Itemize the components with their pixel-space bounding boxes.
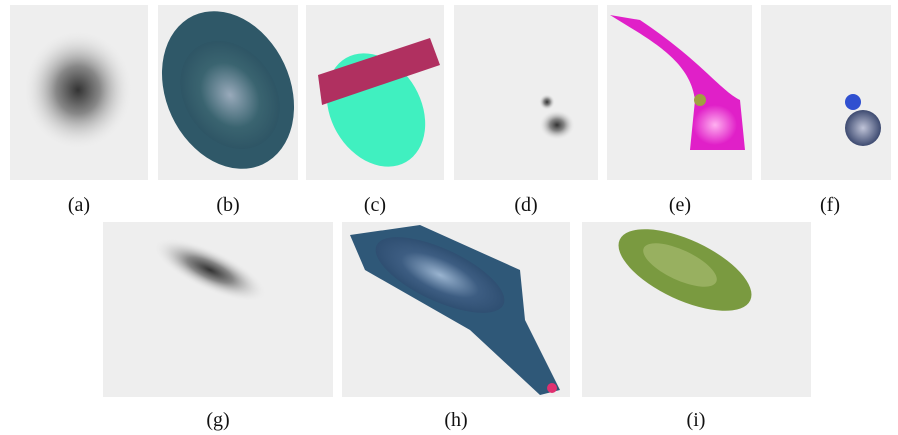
segment (845, 110, 881, 146)
caption: (h) (444, 409, 467, 431)
caption: (e) (669, 194, 691, 216)
galaxy (539, 110, 575, 140)
panels (10, 0, 891, 397)
panel-image (607, 5, 752, 180)
figure: (a) (b) (c) (d) (e) (f) (g) (h) (i) (0, 0, 898, 435)
panel-image (761, 5, 891, 180)
galaxy (23, 30, 133, 150)
caption: (g) (206, 409, 229, 431)
caption: (d) (514, 194, 537, 216)
panel-image (454, 5, 598, 180)
caption: (a) (68, 194, 90, 216)
caption: (b) (216, 194, 239, 216)
caption: (i) (687, 409, 706, 431)
caption: (c) (364, 194, 386, 216)
segment (845, 94, 861, 110)
segment (547, 383, 557, 393)
caption: (f) (820, 194, 840, 216)
segment (693, 105, 737, 145)
panel-image (103, 222, 333, 397)
segment (694, 94, 706, 106)
galaxy (539, 94, 555, 110)
